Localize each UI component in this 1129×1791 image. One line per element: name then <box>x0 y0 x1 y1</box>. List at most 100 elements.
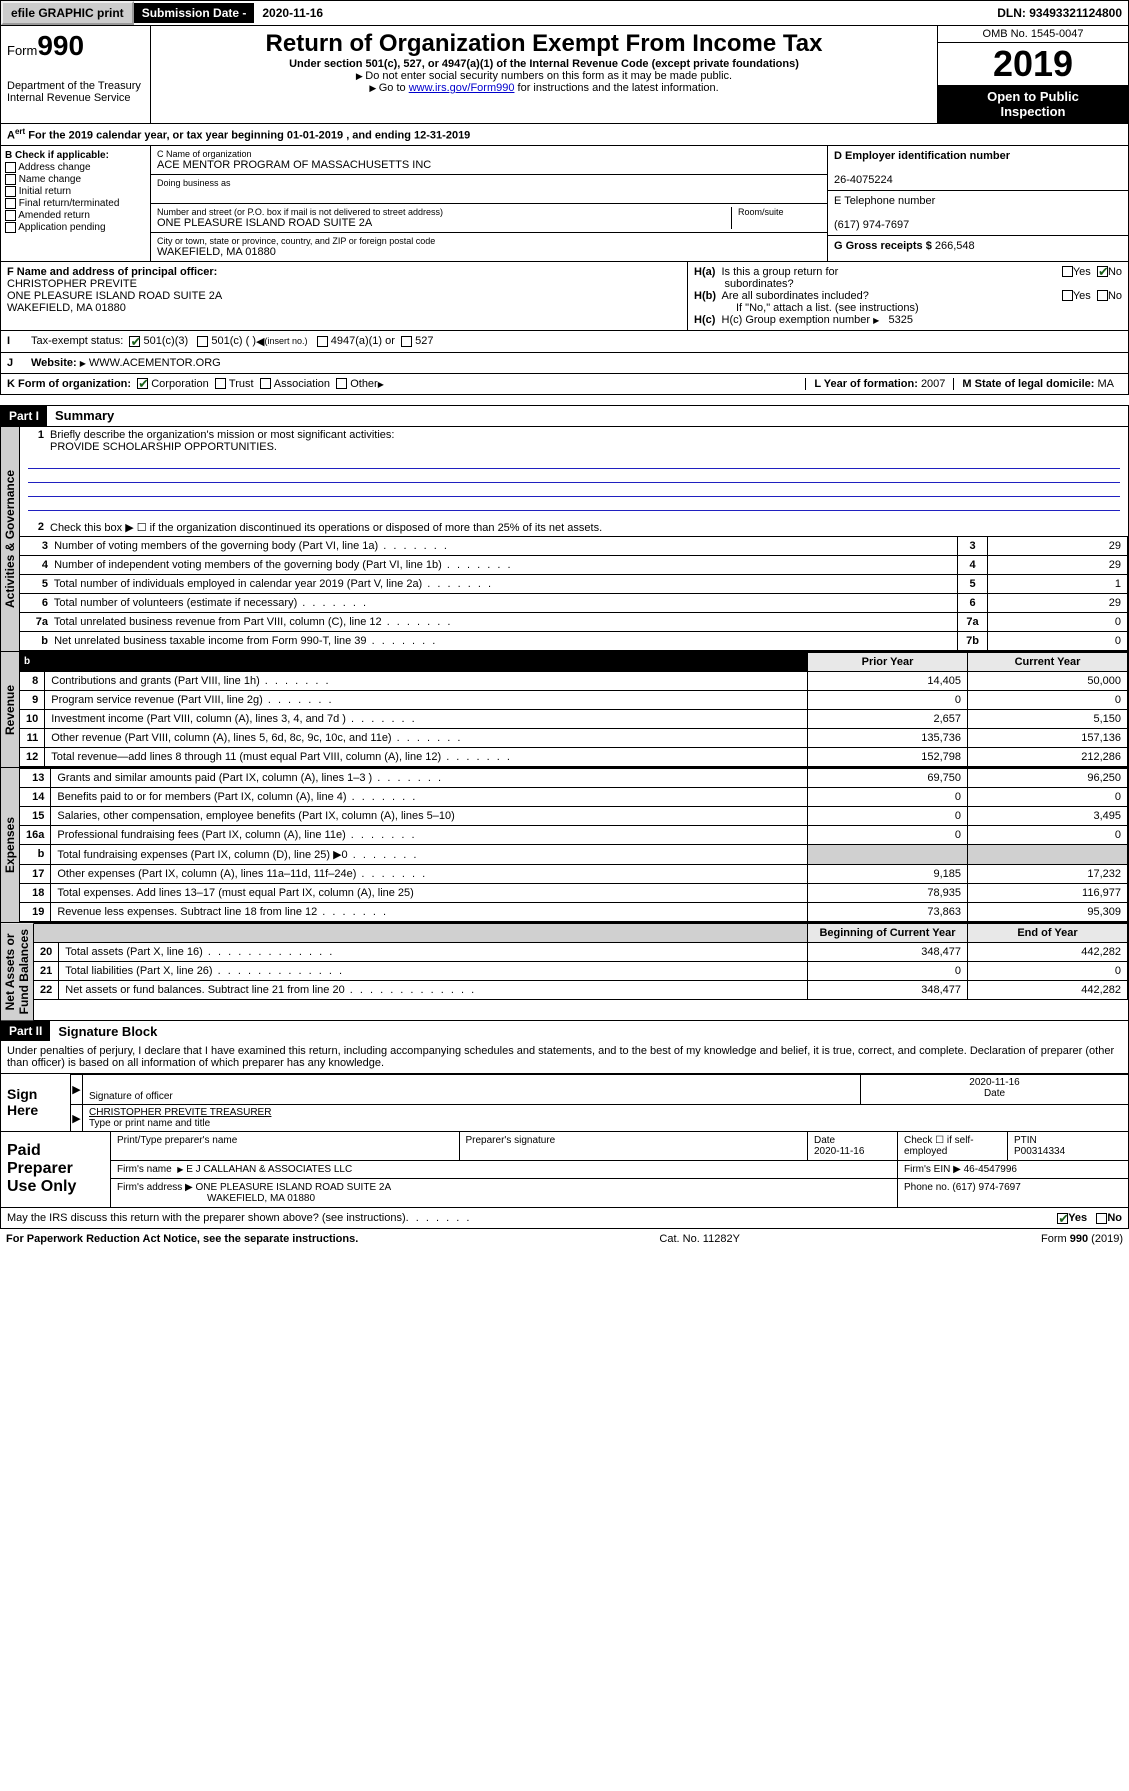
instructions-link[interactable]: www.irs.gov/Form990 <box>409 82 515 94</box>
officer-typed-name: CHRISTOPHER PREVITE TREASURER <box>89 1107 271 1118</box>
table-row: 14Benefits paid to or for members (Part … <box>20 787 1128 806</box>
perjury-statement: Under penalties of perjury, I declare th… <box>1 1041 1128 1073</box>
box-b-checkboxes: B Check if applicable: Address change Na… <box>1 146 151 261</box>
table-row: 21Total liabilities (Part X, line 26)00 <box>34 961 1128 980</box>
expenses-tab: Expenses <box>1 768 20 922</box>
table-row: 9Program service revenue (Part VIII, lin… <box>20 690 1128 709</box>
form-of-org-row: K Form of organization: Corporation Trus… <box>0 374 1129 395</box>
efile-print-button[interactable]: efile GRAPHIC print <box>1 1 134 25</box>
ptin-value: P00314334 <box>1014 1146 1065 1157</box>
net-assets-table: Beginning of Current YearEnd of Year 20T… <box>34 923 1128 1000</box>
pra-notice: For Paperwork Reduction Act Notice, see … <box>6 1233 358 1245</box>
dln-value: DLN: 93493321124800 <box>997 6 1128 20</box>
address-change-checkbox[interactable] <box>5 162 16 173</box>
firm-phone: (617) 974-7697 <box>952 1182 1020 1193</box>
address-value: ONE PLEASURE ISLAND ROAD SUITE 2A <box>157 217 731 229</box>
527-checkbox[interactable] <box>401 336 412 347</box>
firm-address: ONE PLEASURE ISLAND ROAD SUITE 2A <box>196 1182 392 1193</box>
address-label: Number and street (or P.O. box if mail i… <box>157 207 731 217</box>
trust-checkbox[interactable] <box>215 378 226 389</box>
form-note-ssn: Do not enter social security numbers on … <box>157 70 931 82</box>
phone-label: E Telephone number <box>834 195 935 207</box>
city-label: City or town, state or province, country… <box>157 236 821 246</box>
part-1-header: Part I Summary <box>0 405 1129 426</box>
officer-group-block: F Name and address of principal officer:… <box>0 262 1129 331</box>
paid-preparer-label: Paid Preparer Use Only <box>1 1132 111 1207</box>
table-row: 22Net assets or fund balances. Subtract … <box>34 980 1128 999</box>
hb-no-checkbox[interactable] <box>1097 290 1108 301</box>
form-footer-label: Form 990 (2019) <box>1041 1233 1123 1245</box>
part-2-header: Part II Signature Block <box>0 1021 1129 1041</box>
room-label: Room/suite <box>738 207 821 217</box>
initial-return-checkbox[interactable] <box>5 186 16 197</box>
org-name-label: C Name of organization <box>157 149 821 159</box>
state-domicile: MA <box>1098 378 1115 390</box>
501c-checkbox[interactable] <box>197 336 208 347</box>
footer: For Paperwork Reduction Act Notice, see … <box>0 1229 1129 1249</box>
table-row: 7a Total unrelated business revenue from… <box>20 612 1128 631</box>
ein-label: D Employer identification number <box>834 150 1010 162</box>
year-formation: 2007 <box>921 378 945 390</box>
ha-yes-checkbox[interactable] <box>1062 266 1073 277</box>
association-checkbox[interactable] <box>260 378 271 389</box>
ein-value: 26-4075224 <box>834 174 893 186</box>
discuss-no-checkbox[interactable] <box>1096 1213 1107 1224</box>
signature-pointer-icon: ▶ <box>71 1075 83 1104</box>
table-row: b Net unrelated business taxable income … <box>20 631 1128 650</box>
sign-date: 2020-11-16 <box>969 1077 1019 1088</box>
table-row: 19Revenue less expenses. Subtract line 1… <box>20 902 1128 921</box>
net-assets-tab: Net Assets or Fund Balances <box>1 923 34 1020</box>
4947-checkbox[interactable] <box>317 336 328 347</box>
phone-value: (617) 974-7697 <box>834 219 909 231</box>
table-row: 20Total assets (Part X, line 16)348,4774… <box>34 942 1128 961</box>
hb-yes-checkbox[interactable] <box>1062 290 1073 301</box>
amended-return-checkbox[interactable] <box>5 210 16 221</box>
expenses-section: Expenses 13Grants and similar amounts pa… <box>0 768 1129 923</box>
table-row: 3 Number of voting members of the govern… <box>20 536 1128 555</box>
signature-pointer-icon: ▶ <box>71 1105 83 1131</box>
table-row: bTotal fundraising expenses (Part IX, co… <box>20 844 1128 864</box>
table-row: 15Salaries, other compensation, employee… <box>20 806 1128 825</box>
other-checkbox[interactable] <box>336 378 347 389</box>
501c3-checkbox[interactable] <box>129 336 140 347</box>
submission-date-value: 2020-11-16 <box>254 3 331 23</box>
name-change-checkbox[interactable] <box>5 174 16 185</box>
form-header: Form990 Department of the Treasury Inter… <box>0 26 1129 124</box>
officer-city: WAKEFIELD, MA 01880 <box>7 302 126 314</box>
gross-receipts-label: G Gross receipts $ <box>834 240 935 252</box>
table-row: 10Investment income (Part VIII, column (… <box>20 709 1128 728</box>
hb-note: If "No," attach a list. (see instruction… <box>694 302 1122 314</box>
form-note-link: Go to www.irs.gov/Form990 for instructio… <box>157 82 931 94</box>
table-row: 12Total revenue—add lines 8 through 11 (… <box>20 747 1128 766</box>
revenue-table: b Prior YearCurrent Year 8Contributions … <box>20 652 1128 767</box>
org-name-value: ACE MENTOR PROGRAM OF MASSACHUSETTS INC <box>157 159 821 171</box>
form-subtitle: Under section 501(c), 527, or 4947(a)(1)… <box>157 58 931 70</box>
table-row: 11Other revenue (Part VIII, column (A), … <box>20 728 1128 747</box>
ha-no-checkbox[interactable] <box>1097 266 1108 277</box>
officer-label: F Name and address of principal officer: <box>7 266 217 278</box>
officer-name: CHRISTOPHER PREVITE <box>7 278 137 290</box>
discuss-row: May the IRS discuss this return with the… <box>0 1208 1129 1229</box>
net-assets-section: Net Assets or Fund Balances Beginning of… <box>0 923 1129 1021</box>
calendar-year-row: Aert For the 2019 calendar year, or tax … <box>0 124 1129 146</box>
table-row: 18Total expenses. Add lines 13–17 (must … <box>20 883 1128 902</box>
discuss-yes-checkbox[interactable] <box>1057 1213 1068 1224</box>
form-title: Return of Organization Exempt From Incom… <box>157 30 931 58</box>
firm-city: WAKEFIELD, MA 01880 <box>117 1193 315 1204</box>
submission-date-label: Submission Date - <box>134 3 255 23</box>
corporation-checkbox[interactable] <box>137 378 148 389</box>
expenses-table: 13Grants and similar amounts paid (Part … <box>20 768 1128 922</box>
governance-tab: Activities & Governance <box>1 427 20 651</box>
table-row: 4 Number of independent voting members o… <box>20 555 1128 574</box>
city-value: WAKEFIELD, MA 01880 <box>157 246 821 258</box>
revenue-tab: Revenue <box>1 652 20 767</box>
signature-block: Under penalties of perjury, I declare th… <box>0 1041 1129 1132</box>
table-row: 13Grants and similar amounts paid (Part … <box>20 768 1128 787</box>
department-label: Department of the Treasury Internal Reve… <box>7 62 144 104</box>
final-return-checkbox[interactable] <box>5 198 16 209</box>
application-pending-checkbox[interactable] <box>5 222 16 233</box>
dba-label: Doing business as <box>157 178 821 188</box>
identity-block: B Check if applicable: Address change Na… <box>0 146 1129 262</box>
open-to-public-badge: Open to Public Inspection <box>938 85 1128 123</box>
omb-number: OMB No. 1545-0047 <box>938 26 1128 43</box>
